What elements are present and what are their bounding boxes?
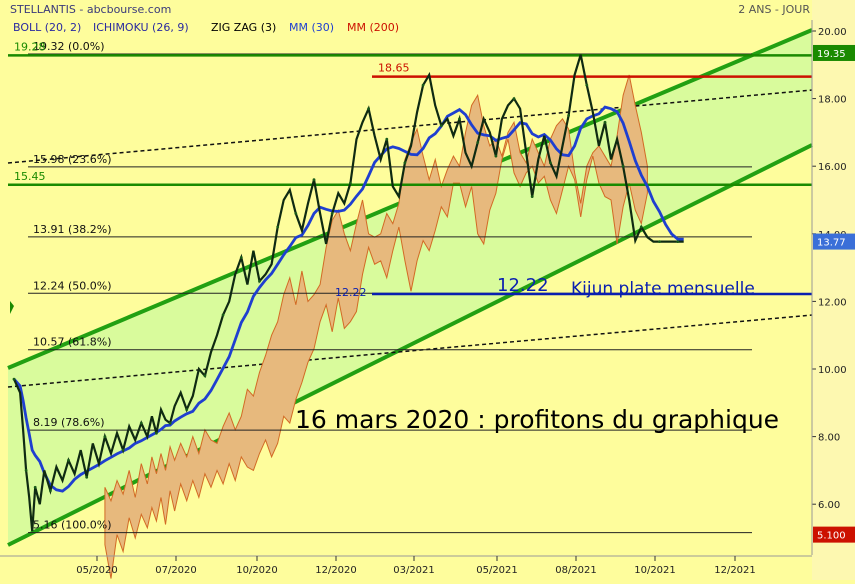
price-point (185, 408, 189, 411)
fibonacci-label: 5.16 (100.0%) (33, 519, 112, 532)
price-point (585, 83, 589, 87)
price-point (439, 124, 443, 127)
price-point (294, 212, 298, 215)
price-point (676, 240, 680, 244)
price-point (276, 225, 280, 229)
indicator-legend-item: ZIG ZAG (3) (211, 21, 276, 34)
x-tick-label: 07/2020 (155, 565, 197, 576)
y-tick-label: 10.00 (818, 365, 847, 376)
ichimoku-cloud (104, 74, 648, 579)
price-point (85, 475, 89, 479)
price-point (239, 256, 243, 259)
indicator-legend-item: BOLL (20, 2) (13, 21, 81, 34)
key-level-label: 15.45 (14, 170, 46, 183)
dotted-trendline-upper (7, 89, 813, 164)
fibonacci-label: 10.57 (61.8%) (33, 336, 112, 349)
price-point (24, 469, 28, 472)
kijun-small-label: 12.22 (335, 286, 367, 299)
price-series-line (12, 54, 684, 532)
chart-period-label: 2 ANS - JOUR (738, 3, 810, 16)
price-point (349, 181, 352, 185)
key-level-label: 19.28 (14, 40, 46, 53)
price-point (421, 83, 425, 87)
price-point (49, 489, 52, 493)
price-badge (813, 44, 855, 61)
chart-title-annotation: 16 mars 2020 : profitons du graphique (295, 405, 779, 434)
price-point (621, 164, 625, 168)
y-tick-label: 18.00 (818, 95, 847, 106)
price-point (476, 141, 480, 144)
x-tick-label: 12/2020 (315, 565, 357, 576)
price-point (403, 161, 407, 165)
x-tick-label: 05/2021 (476, 565, 518, 576)
price-point (494, 154, 498, 158)
y-tick-label: 12.00 (818, 297, 847, 308)
price-badge (813, 233, 855, 250)
fibonacci-label: 19.32 (0.0%) (33, 40, 105, 53)
indicator-legend-item: MM (200) (347, 21, 399, 34)
key-level-label: 12.22 (497, 275, 549, 296)
kijun-annotation: Kijun plate mensuelle (571, 279, 755, 299)
price-point (549, 161, 552, 165)
price-point (221, 313, 225, 317)
price-point (168, 421, 172, 425)
price-point (603, 120, 607, 124)
price-point (512, 97, 516, 100)
right-axis-background (812, 0, 855, 580)
dotted-trendline-lower (7, 314, 813, 388)
price-point (139, 421, 143, 425)
price-point (639, 225, 643, 229)
price-point (12, 377, 16, 381)
x-tick-label: 05/2020 (76, 565, 118, 576)
x-tick-label: 03/2021 (393, 565, 435, 576)
price-point (258, 279, 261, 283)
y-tick-label: 20.00 (818, 27, 847, 38)
fibonacci-label: 8.19 (78.6%) (33, 416, 105, 429)
price-point (367, 107, 370, 111)
price-badge-label: 5.100 (817, 531, 846, 542)
left-arrow-marker (10, 301, 14, 314)
y-tick-label: 8.00 (818, 433, 840, 444)
price-point (330, 212, 334, 215)
fibonacci-label: 13.91 (38.2%) (33, 223, 112, 236)
fibonacci-label: 15.98 (23.6%) (33, 153, 112, 166)
price-point (33, 485, 37, 489)
y-tick-label: 6.00 (818, 500, 840, 511)
price-point (385, 137, 389, 141)
price-point (103, 435, 107, 438)
price-badge-label: 19.35 (817, 49, 846, 60)
indicator-legend-item: MM (30) (289, 21, 334, 34)
price-point (458, 117, 461, 121)
x-tick-label: 10/2020 (236, 565, 278, 576)
price-point (155, 431, 158, 435)
fibonacci-label: 12.24 (50.0%) (33, 279, 112, 292)
price-badge (813, 526, 855, 543)
x-tick-label: 12/2021 (714, 565, 756, 576)
price-point (121, 448, 125, 452)
indicator-legend-item: ICHIMOKU (26, 9) (93, 21, 189, 34)
price-point (530, 195, 534, 199)
x-tick-label: 10/2021 (634, 565, 676, 576)
moving-average-30-line (12, 105, 684, 493)
chart-source-title: STELLANTIS - abcbourse.com (10, 3, 171, 16)
price-point (203, 374, 207, 378)
y-tick-label: 16.00 (818, 162, 847, 173)
x-tick-label: 08/2021 (555, 565, 597, 576)
price-point (67, 458, 70, 462)
price-point (658, 240, 661, 244)
price-point (567, 114, 570, 117)
price-point (312, 178, 316, 182)
key-level-label: 18.65 (378, 62, 410, 75)
price-badge-label: 13.77 (817, 238, 846, 249)
